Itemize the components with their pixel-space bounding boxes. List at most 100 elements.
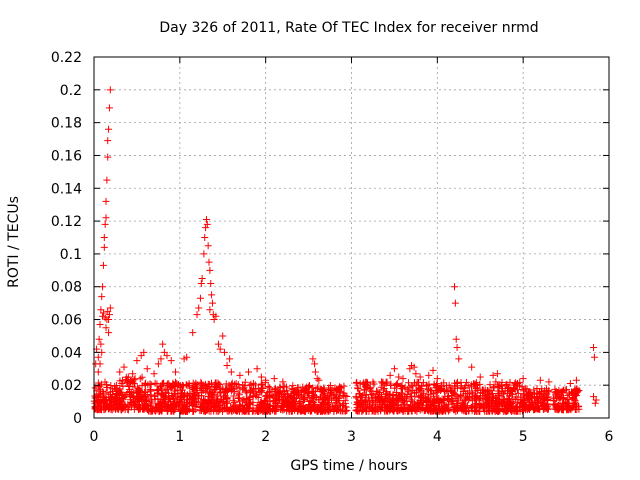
data-point <box>270 386 278 394</box>
data-point <box>159 340 167 348</box>
data-point <box>170 395 178 403</box>
y-tick-label: 0.12 <box>51 214 82 230</box>
data-point <box>379 404 387 412</box>
data-point <box>572 376 580 384</box>
y-axis-label: ROTI / TECUs <box>6 196 22 288</box>
data-point <box>156 383 164 391</box>
data-point <box>544 400 552 408</box>
data-point <box>99 283 107 291</box>
data-point <box>230 392 238 400</box>
data-point <box>100 243 108 251</box>
data-point <box>379 396 387 404</box>
data-point <box>138 373 146 381</box>
data-point <box>124 405 132 413</box>
data-point <box>103 176 111 184</box>
data-point <box>254 393 262 401</box>
data-point <box>233 407 241 415</box>
data-point <box>365 396 373 404</box>
data-point <box>150 370 158 378</box>
data-point <box>207 279 215 287</box>
data-point <box>356 389 364 397</box>
x-tick-label: 2 <box>261 429 270 445</box>
data-point <box>264 406 272 414</box>
data-point <box>476 373 484 381</box>
data-point <box>120 363 128 371</box>
data-point <box>560 400 568 408</box>
data-point <box>361 398 369 406</box>
data-point <box>558 387 566 395</box>
data-point <box>557 388 565 396</box>
data-point <box>451 283 458 291</box>
data-point <box>575 402 583 410</box>
data-point <box>219 385 227 393</box>
data-point <box>197 279 205 287</box>
data-point <box>470 407 478 415</box>
data-point <box>219 405 227 413</box>
data-point <box>212 312 220 320</box>
y-tick-label: 0.06 <box>51 313 82 329</box>
data-point <box>117 388 125 396</box>
data-point <box>226 355 234 363</box>
data-point <box>105 316 113 324</box>
data-point <box>514 398 522 406</box>
data-point <box>523 406 531 414</box>
data-point <box>117 406 125 414</box>
data-point <box>124 389 132 397</box>
data-point <box>282 397 290 405</box>
data-point <box>304 389 312 397</box>
data-point <box>457 392 465 400</box>
data-point <box>302 384 310 392</box>
data-point <box>568 403 576 411</box>
data-point <box>202 224 210 232</box>
data-point <box>453 380 461 388</box>
data-point <box>512 381 520 389</box>
grid-lines <box>94 57 609 418</box>
y-tick-label: 0.22 <box>51 50 82 66</box>
data-point <box>335 397 343 405</box>
data-point <box>590 353 598 361</box>
data-point <box>514 389 522 397</box>
data-point <box>527 391 535 399</box>
data-point <box>313 375 321 383</box>
data-point <box>173 379 181 387</box>
data-point <box>101 394 109 402</box>
data-point <box>465 396 473 404</box>
data-point <box>313 385 321 393</box>
data-point <box>166 382 174 390</box>
data-point <box>200 407 208 415</box>
data-point <box>386 371 394 379</box>
data-point <box>505 387 513 395</box>
data-point <box>294 405 302 413</box>
data-point <box>189 329 197 337</box>
data-point <box>403 385 411 393</box>
data-point <box>241 378 249 386</box>
data-point <box>200 250 208 258</box>
data-point <box>287 400 295 408</box>
data-point <box>97 340 105 348</box>
data-point <box>184 406 192 414</box>
data-point <box>453 407 461 415</box>
data-point <box>163 352 171 360</box>
data-point <box>412 370 420 378</box>
data-point <box>258 381 266 389</box>
data-point <box>290 403 298 411</box>
data-point <box>343 392 351 400</box>
data-point <box>276 383 284 391</box>
data-point <box>156 403 164 411</box>
data-point <box>157 355 165 363</box>
data-point <box>174 389 182 397</box>
data-point <box>102 389 110 397</box>
data-point <box>195 304 203 312</box>
data-point <box>206 386 214 394</box>
data-point <box>101 405 109 413</box>
data-point <box>352 406 360 414</box>
data-point <box>105 402 113 410</box>
data-point <box>301 394 309 402</box>
data-point <box>369 401 377 409</box>
data-point <box>154 395 162 403</box>
y-tick-label: 0.02 <box>51 378 82 394</box>
data-point <box>490 383 498 391</box>
data-point <box>216 345 224 353</box>
data-point <box>561 386 569 394</box>
data-point <box>433 375 441 383</box>
